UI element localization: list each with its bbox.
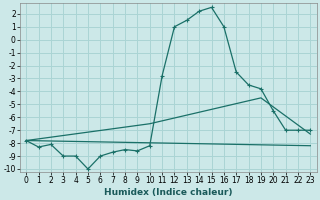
X-axis label: Humidex (Indice chaleur): Humidex (Indice chaleur) bbox=[104, 188, 233, 197]
